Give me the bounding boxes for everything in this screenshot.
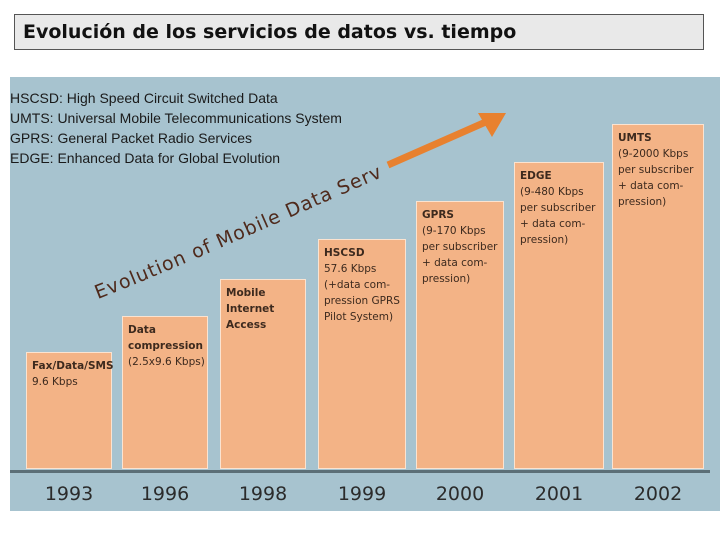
stage-name: UMTS <box>618 132 652 144</box>
stage-bar-2000: GPRS (9-170 Kbps per subscriber + data c… <box>416 201 504 469</box>
year-label-1996: 1996 <box>140 483 190 505</box>
legend-item-hscsd: HSCSD: High Speed Circuit Switched Data <box>10 90 278 106</box>
year-label-1999: 1999 <box>337 483 387 505</box>
stage-bar-1999: HSCSD 57.6 Kbps (+data com- pression GPR… <box>318 239 406 469</box>
stage-name: Data compression <box>128 324 203 352</box>
evolution-diagram: HSCSD: High Speed Circuit Switched Data … <box>10 77 720 511</box>
stage-desc: (2.5x9.6 Kbps) <box>128 356 205 368</box>
stage-name: Mobile Internet Access <box>226 287 275 331</box>
slide-title: Evolución de los servicios de datos vs. … <box>23 21 517 43</box>
stage-name: HSCSD <box>324 247 365 259</box>
stage-desc: (9-2000 Kbps per subscriber + data com- … <box>618 148 694 208</box>
growth-arrow-shaft <box>386 117 490 169</box>
slide-title-box: Evolución de los servicios de datos vs. … <box>14 14 704 50</box>
year-label-2002: 2002 <box>633 483 683 505</box>
stage-bar-1996: Data compression (2.5x9.6 Kbps) <box>122 316 208 469</box>
timeline-axis <box>10 470 710 473</box>
stage-name: GPRS <box>422 209 454 221</box>
stage-desc: (9-170 Kbps per subscriber + data com- p… <box>422 225 498 285</box>
year-label-1998: 1998 <box>238 483 288 505</box>
year-label-2000: 2000 <box>435 483 485 505</box>
stage-bar-2002: UMTS (9-2000 Kbps per subscriber + data … <box>612 124 704 469</box>
stage-desc: (9-480 Kbps per subscriber + data com- p… <box>520 186 596 246</box>
legend-item-umts: UMTS: Universal Mobile Telecommunication… <box>10 110 342 126</box>
legend-item-edge: EDGE: Enhanced Data for Global Evolution <box>10 150 281 166</box>
stage-bar-1993: Fax/Data/SMS 9.6 Kbps <box>26 352 114 469</box>
stage-desc: 9.6 Kbps <box>32 376 78 388</box>
stage-desc: 57.6 Kbps (+data com- pression GPRS Pilo… <box>324 263 400 323</box>
year-label-2001: 2001 <box>534 483 584 505</box>
year-label-1993: 1993 <box>44 483 94 505</box>
stage-name: EDGE <box>520 170 552 182</box>
stage-bar-1998: Mobile Internet Access <box>220 279 306 469</box>
acronym-legend: HSCSD: High Speed Circuit Switched Data … <box>10 88 342 168</box>
growth-arrow-head-icon <box>478 113 506 137</box>
legend-item-gprs: GPRS: General Packet Radio Services <box>10 130 252 146</box>
stage-bar-2001: EDGE (9-480 Kbps per subscriber + data c… <box>514 162 604 469</box>
stage-name: Fax/Data/SMS <box>32 360 114 372</box>
